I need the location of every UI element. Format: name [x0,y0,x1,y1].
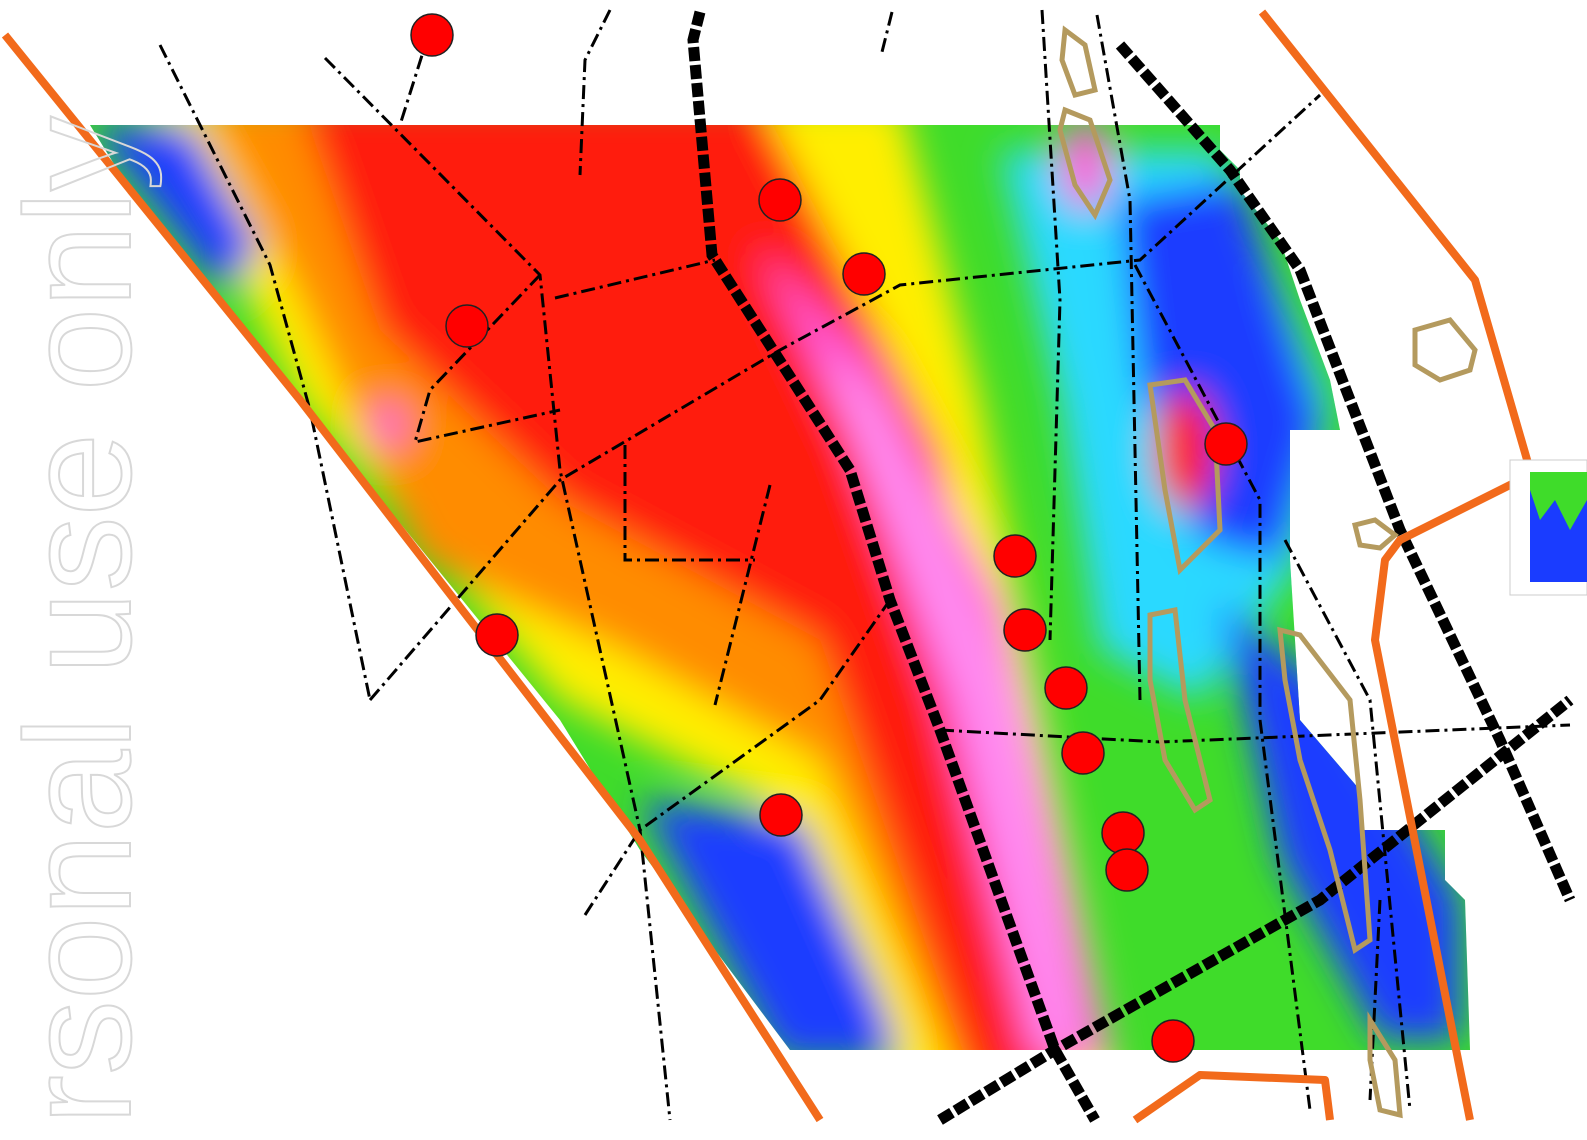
boundaries [1,9,1534,1124]
major-faults [687,10,1576,1125]
outlines [1057,25,1478,1119]
wells [410,13,1248,1063]
watermark: rsonal use only [0,116,162,1125]
inset-chart [1509,459,1587,596]
